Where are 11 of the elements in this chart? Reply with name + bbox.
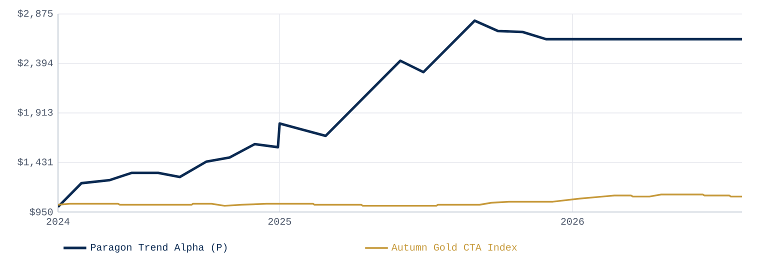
y-tick-label: $950	[30, 208, 53, 216]
legend-label: Autumn Gold CTA Index	[391, 243, 517, 251]
y-tick-label: $2,394	[18, 58, 53, 68]
y-tick-label: $1,913	[18, 108, 53, 118]
x-tick-label: 2025	[268, 218, 292, 225]
legend-label: Paragon Trend Alpha (P)	[91, 243, 227, 253]
x-tick-label: 2026	[561, 218, 584, 225]
y-tick-label: $2,875	[18, 10, 53, 18]
y-tick-label: $1,431	[18, 158, 53, 168]
x-tick-label: 2024	[46, 218, 70, 225]
line-series	[58, 19, 742, 208]
